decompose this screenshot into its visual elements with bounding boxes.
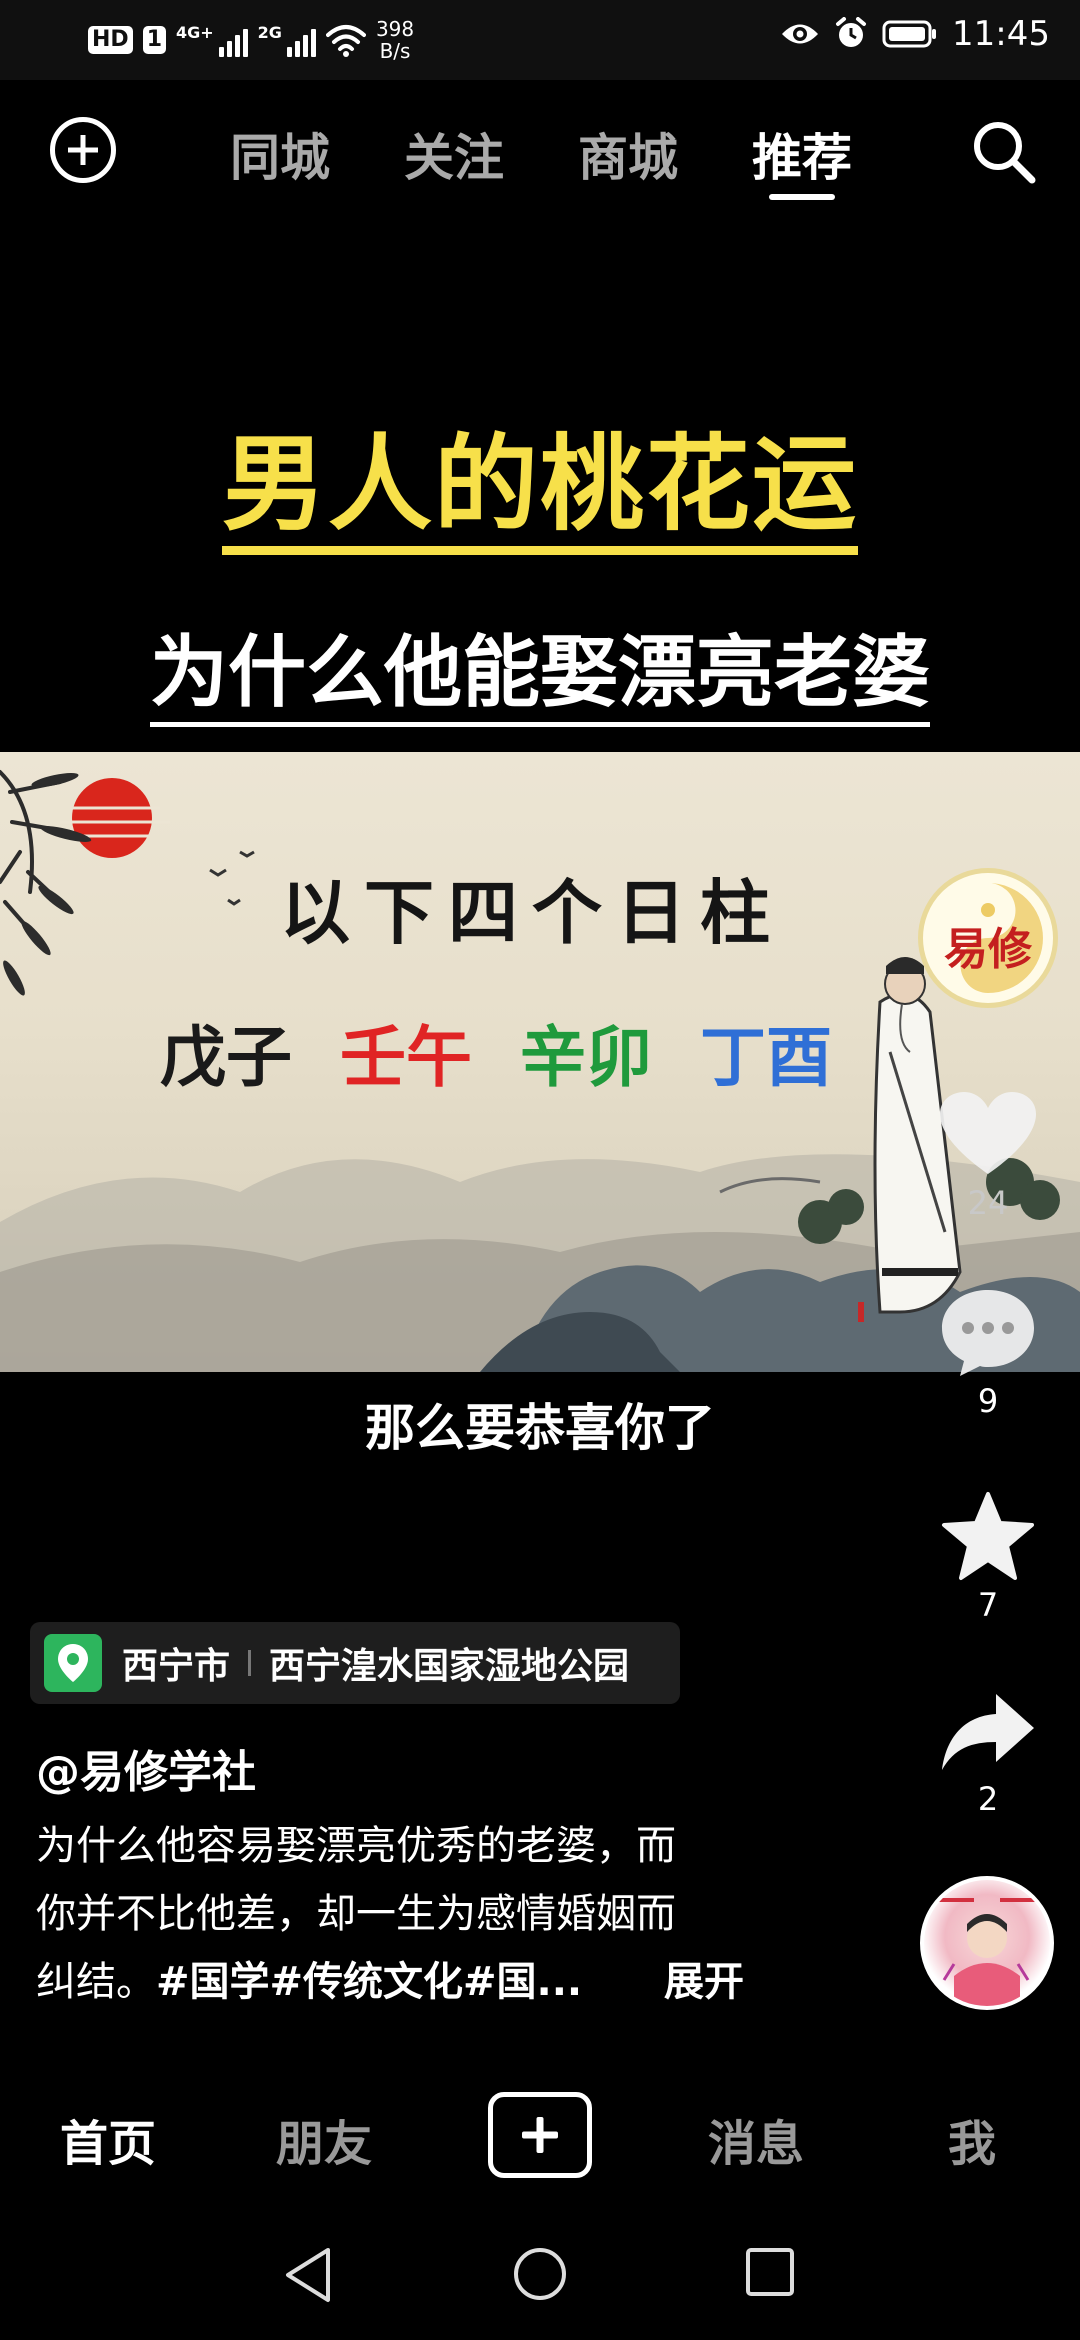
desc-line-1: 为什么他容易娶漂亮优秀的老婆，而 [36, 1823, 676, 1869]
yin-yang-icon [960, 883, 1043, 993]
tab-tuijian[interactable]: 推荐 [732, 118, 872, 200]
like-count: 24 [967, 1184, 1009, 1222]
comment-count: 9 [977, 1382, 999, 1420]
top-nav: 同城 关注 商城 推荐 [0, 80, 1080, 210]
tab-guanzhu[interactable]: 关注 [404, 129, 504, 187]
back-triangle-icon[interactable] [282, 2246, 334, 2304]
status-right: 11:45 [780, 14, 1050, 54]
author-handle[interactable]: @易修学社 [36, 1747, 256, 1798]
alarm-icon [836, 17, 867, 47]
pillar-3: 辛卯 [520, 1018, 652, 1096]
active-tab-indicator [769, 194, 835, 200]
eye-icon [782, 24, 819, 44]
favorite-button[interactable]: 7 [920, 1490, 1056, 1624]
heart-icon [940, 1092, 1036, 1174]
location-divider [248, 1650, 252, 1676]
net-2g-label: 2G [257, 23, 282, 42]
pillar-2: 壬午 [340, 1018, 472, 1096]
home-circle-icon[interactable] [512, 2246, 568, 2302]
video-frame[interactable]: 以下四个日柱 戊子 壬午 辛卯 丁酉 [0, 752, 1080, 1372]
video-subtitle-text: 为什么他能娶漂亮老婆 [149, 630, 930, 727]
tab-tuijian-label: 推荐 [752, 129, 852, 187]
share-button[interactable]: 2 [920, 1690, 1056, 1818]
ink-landscape-illustration [0, 770, 1080, 1372]
video-subtitle: 为什么他能娶漂亮老婆 [0, 630, 1080, 727]
net-speed-value: 398 [375, 17, 415, 41]
desc-line-2: 你并不比他差，却一生为感情婚姻而 [36, 1891, 676, 1937]
wifi-icon [325, 25, 366, 57]
pillar-1: 戊子 [160, 1018, 292, 1096]
share-count: 2 [977, 1780, 999, 1818]
signal-2g-icon: 2G [258, 23, 316, 57]
net-speed: 398 B/s [376, 18, 414, 62]
video-title: 男人的桃花运 [0, 428, 1080, 555]
pillars-row: 戊子 壬午 辛卯 丁酉 [160, 1004, 832, 1100]
recents-square-icon[interactable] [744, 2246, 796, 2298]
share-arrow-icon [942, 1694, 1034, 1770]
search-icon[interactable] [968, 116, 1038, 186]
nav-me[interactable]: 我 [948, 2116, 997, 2172]
hd-badge: HD [88, 26, 133, 54]
post-description: 为什么他容易娶漂亮优秀的老婆，而 你并不比他差，却一生为感情婚姻而 纠结。#国学… [36, 1812, 766, 2016]
like-button[interactable]: 24 [920, 1090, 1056, 1222]
battery-icon [882, 20, 937, 48]
clock-time: 11:45 [952, 14, 1050, 54]
desc-hashtags[interactable]: #国学#传统文化#国... [156, 1959, 583, 2005]
net-4g-label: 4G+ [176, 23, 214, 42]
location-pin-box [44, 1634, 102, 1692]
star-icon [942, 1492, 1034, 1580]
verse-text: 以下四个日柱 [280, 871, 784, 954]
video-title-text: 男人的桃花运 [221, 428, 858, 555]
net-speed-unit: B/s [379, 39, 411, 63]
create-post-button[interactable] [488, 2092, 592, 2178]
desc-line-3-text: 纠结。 [36, 1959, 156, 2005]
nav-messages[interactable]: 消息 [708, 2116, 805, 2172]
expand-button[interactable]: 展开 [664, 1959, 744, 2005]
status-bar: HD 1 4G+ 2G 3 [0, 0, 1080, 80]
logo-text: 易修 [944, 924, 1032, 975]
system-nav-bar [0, 2210, 1080, 2340]
location-tag[interactable]: 西宁市 西宁湟水国家湿地公园 [30, 1622, 680, 1704]
favorite-count: 7 [977, 1586, 999, 1624]
location-pin-icon [58, 1644, 88, 1682]
location-city: 西宁市 [122, 1646, 231, 1687]
status-left: HD 1 4G+ 2G 3 [88, 18, 414, 62]
signal-4g-icon: 4G+ [176, 23, 248, 57]
nav-home[interactable]: 首页 [60, 2116, 157, 2172]
nav-friends[interactable]: 朋友 [276, 2116, 373, 2172]
avatar-image [938, 1898, 1036, 2006]
comment-button[interactable]: 9 [920, 1286, 1056, 1420]
bottom-nav: 首页 朋友 消息 我 [0, 2076, 1080, 2196]
add-circle-icon[interactable] [50, 117, 116, 183]
desc-line-3: 纠结。#国学#传统文化#国... [36, 1948, 766, 2016]
music-disc-avatar[interactable] [920, 1876, 1054, 2010]
tab-tongcheng[interactable]: 同城 [230, 129, 330, 187]
comment-bubble-icon [942, 1290, 1034, 1376]
creator-logo-avatar[interactable]: 易修 [918, 868, 1058, 1008]
location-place: 西宁湟水国家湿地公园 [269, 1646, 630, 1687]
sim-badge: 1 [142, 26, 166, 54]
tab-shangcheng[interactable]: 商城 [578, 129, 678, 187]
pillar-4: 丁酉 [700, 1018, 832, 1096]
video-caption: 那么要恭喜你了 [365, 1399, 715, 1457]
